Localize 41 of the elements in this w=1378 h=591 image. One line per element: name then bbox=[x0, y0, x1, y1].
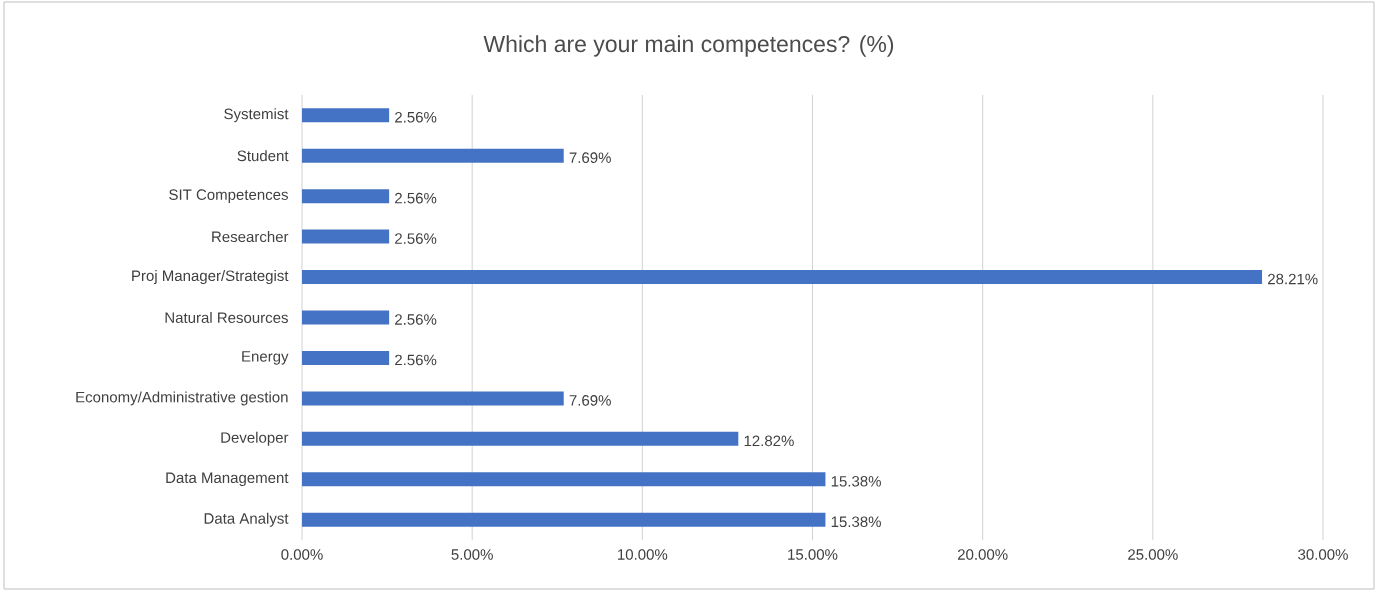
bar bbox=[302, 148, 564, 163]
y-tick-label: Natural Resources bbox=[165, 311, 288, 323]
bar bbox=[302, 229, 390, 244]
y-tick-label: Proj Manager/Strategist bbox=[132, 270, 289, 285]
x-tick-label: 30.00% bbox=[1298, 549, 1348, 560]
data-label: 2.56% bbox=[395, 314, 437, 325]
data-label: 2.56% bbox=[395, 111, 437, 123]
y-tick-label: Systemist bbox=[224, 108, 289, 123]
data-label: 15.38% bbox=[831, 516, 881, 528]
bar bbox=[302, 189, 390, 204]
bar bbox=[302, 512, 826, 527]
y-tick-label: Data Analyst bbox=[204, 512, 289, 527]
data-label: 15.38% bbox=[831, 475, 881, 487]
data-label: 28.21% bbox=[1268, 273, 1318, 285]
data-label: 2.56% bbox=[395, 233, 437, 244]
y-tick-label: Student bbox=[237, 150, 289, 162]
data-label: 2.56% bbox=[395, 192, 437, 204]
bar bbox=[302, 270, 1263, 285]
y-tick-label: Developer bbox=[221, 431, 289, 446]
y-tick-label: SIT Competences bbox=[169, 189, 288, 203]
x-tick-label: 15.00% bbox=[788, 549, 838, 560]
chart-title: Which are your main competences? (%) bbox=[483, 35, 894, 57]
x-tick-label: 10.00% bbox=[618, 549, 668, 560]
bar bbox=[302, 108, 390, 123]
data-label: 7.69% bbox=[569, 152, 611, 163]
bar bbox=[302, 350, 390, 365]
x-tick-label: 0.00% bbox=[281, 549, 323, 560]
x-tick-label: 5.00% bbox=[451, 549, 493, 560]
y-tick-label: Data Management bbox=[166, 472, 289, 487]
y-tick-label: Researcher bbox=[212, 231, 289, 243]
x-tick-label: 25.00% bbox=[1128, 549, 1178, 560]
bar bbox=[302, 391, 564, 406]
data-label: 12.82% bbox=[744, 435, 794, 447]
bar bbox=[302, 472, 826, 487]
x-tick-label: 20.00% bbox=[957, 549, 1008, 560]
y-tick-label: Energy bbox=[242, 351, 289, 365]
bar bbox=[302, 431, 739, 446]
y-tick-label: Economy/Administrative gestion bbox=[76, 391, 288, 406]
data-label: 2.56% bbox=[395, 354, 437, 366]
data-label: 7.69% bbox=[569, 395, 611, 406]
bar bbox=[302, 310, 390, 325]
